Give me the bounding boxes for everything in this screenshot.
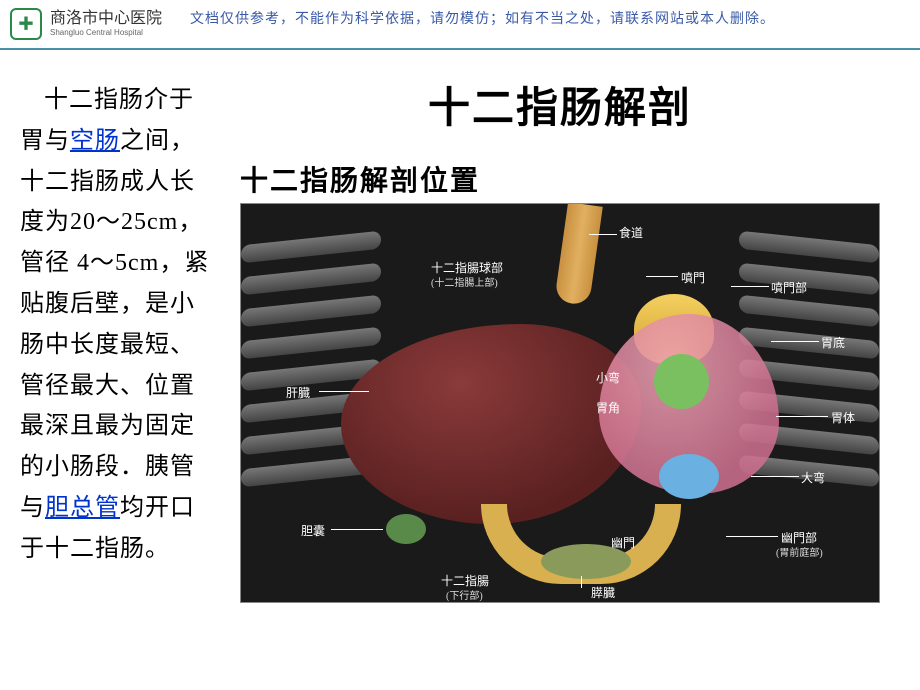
label-cardia: 噴門 [681,269,705,286]
organ-liver [341,324,641,524]
disclaimer-text: 文档仅供参考，不能作为科学依据，请勿模仿；如有不当之处，请联系网站或本人删除。 [190,8,775,28]
logo-block: 商洛市中心医院 Shangluo Central Hospital [10,8,162,40]
label-line [776,416,828,417]
label-pancreas: 膵臓 [591,584,615,601]
label-cardia-part: 噴門部 [771,279,807,296]
label-line [581,576,582,588]
label-line [646,276,678,277]
link-jejunum[interactable]: 空肠 [70,128,120,154]
hospital-name-cn: 商洛市中心医院 [50,11,162,27]
link-common-bile-duct[interactable]: 胆总管 [45,495,120,521]
label-line [751,476,799,477]
label-duodenal-bulb-sub: (十二指腸上部) [431,274,498,289]
label-line [589,234,617,235]
left-column: 十二指肠介于胃与空肠之间，十二指肠成人长度为20～25cm，管径 4～5cm，紧… [20,60,220,678]
content-area: 十二指肠介于胃与空肠之间，十二指肠成人长度为20～25cm，管径 4～5cm，紧… [0,50,920,688]
label-body: 胃体 [831,409,855,426]
body-p2: 之间，十二指肠成人长度为20～25cm，管径 4～5cm，紧贴腹后壁，是小肠中长… [20,128,209,521]
figure-subtitle: 十二指肠解剖位置 [240,159,480,199]
body-paragraph: 十二指肠介于胃与空肠之间，十二指肠成人长度为20～25cm，管径 4～5cm，紧… [20,80,212,570]
label-greater-curv: 大弯 [801,469,825,486]
label-line [771,341,819,342]
anatomy-figure: 食道 十二指腸球部 (十二指腸上部) 噴門 噴門部 胃底 小弯 胃角 胃体 大弯… [240,203,880,603]
hospital-logo-icon [10,8,42,40]
organ-stomach-mid [654,354,709,409]
hospital-name-block: 商洛市中心医院 Shangluo Central Hospital [50,11,162,37]
label-pylorus: 幽門 [611,534,635,551]
label-line [726,536,778,537]
label-line [319,391,369,392]
organ-gallbladder [386,514,426,544]
right-column: 十二指肠解剖 十二指肠解剖位置 食道 十二指腸球部 (十二指腸上部) 噴門 [220,60,900,678]
label-gallbladder: 胆囊 [301,522,325,539]
label-fundus: 胃底 [821,334,845,351]
hospital-name-en: Shangluo Central Hospital [50,29,162,37]
header-bar: 商洛市中心医院 Shangluo Central Hospital 文档仅供参考… [0,0,920,50]
label-stomach-angle: 胃角 [596,399,620,416]
page-title: 十二指肠解剖 [428,74,692,135]
label-liver: 肝臓 [286,384,310,401]
label-duodenum-sub: (下行部) [446,587,483,602]
label-pyloric-part-sub: (胃前庭部) [776,544,823,559]
label-line [331,529,383,530]
label-line [731,286,769,287]
label-esophagus: 食道 [619,224,643,241]
organ-pyloric-ring [659,454,719,499]
label-lesser-curv: 小弯 [596,369,620,386]
organ-esophagus [554,203,603,306]
